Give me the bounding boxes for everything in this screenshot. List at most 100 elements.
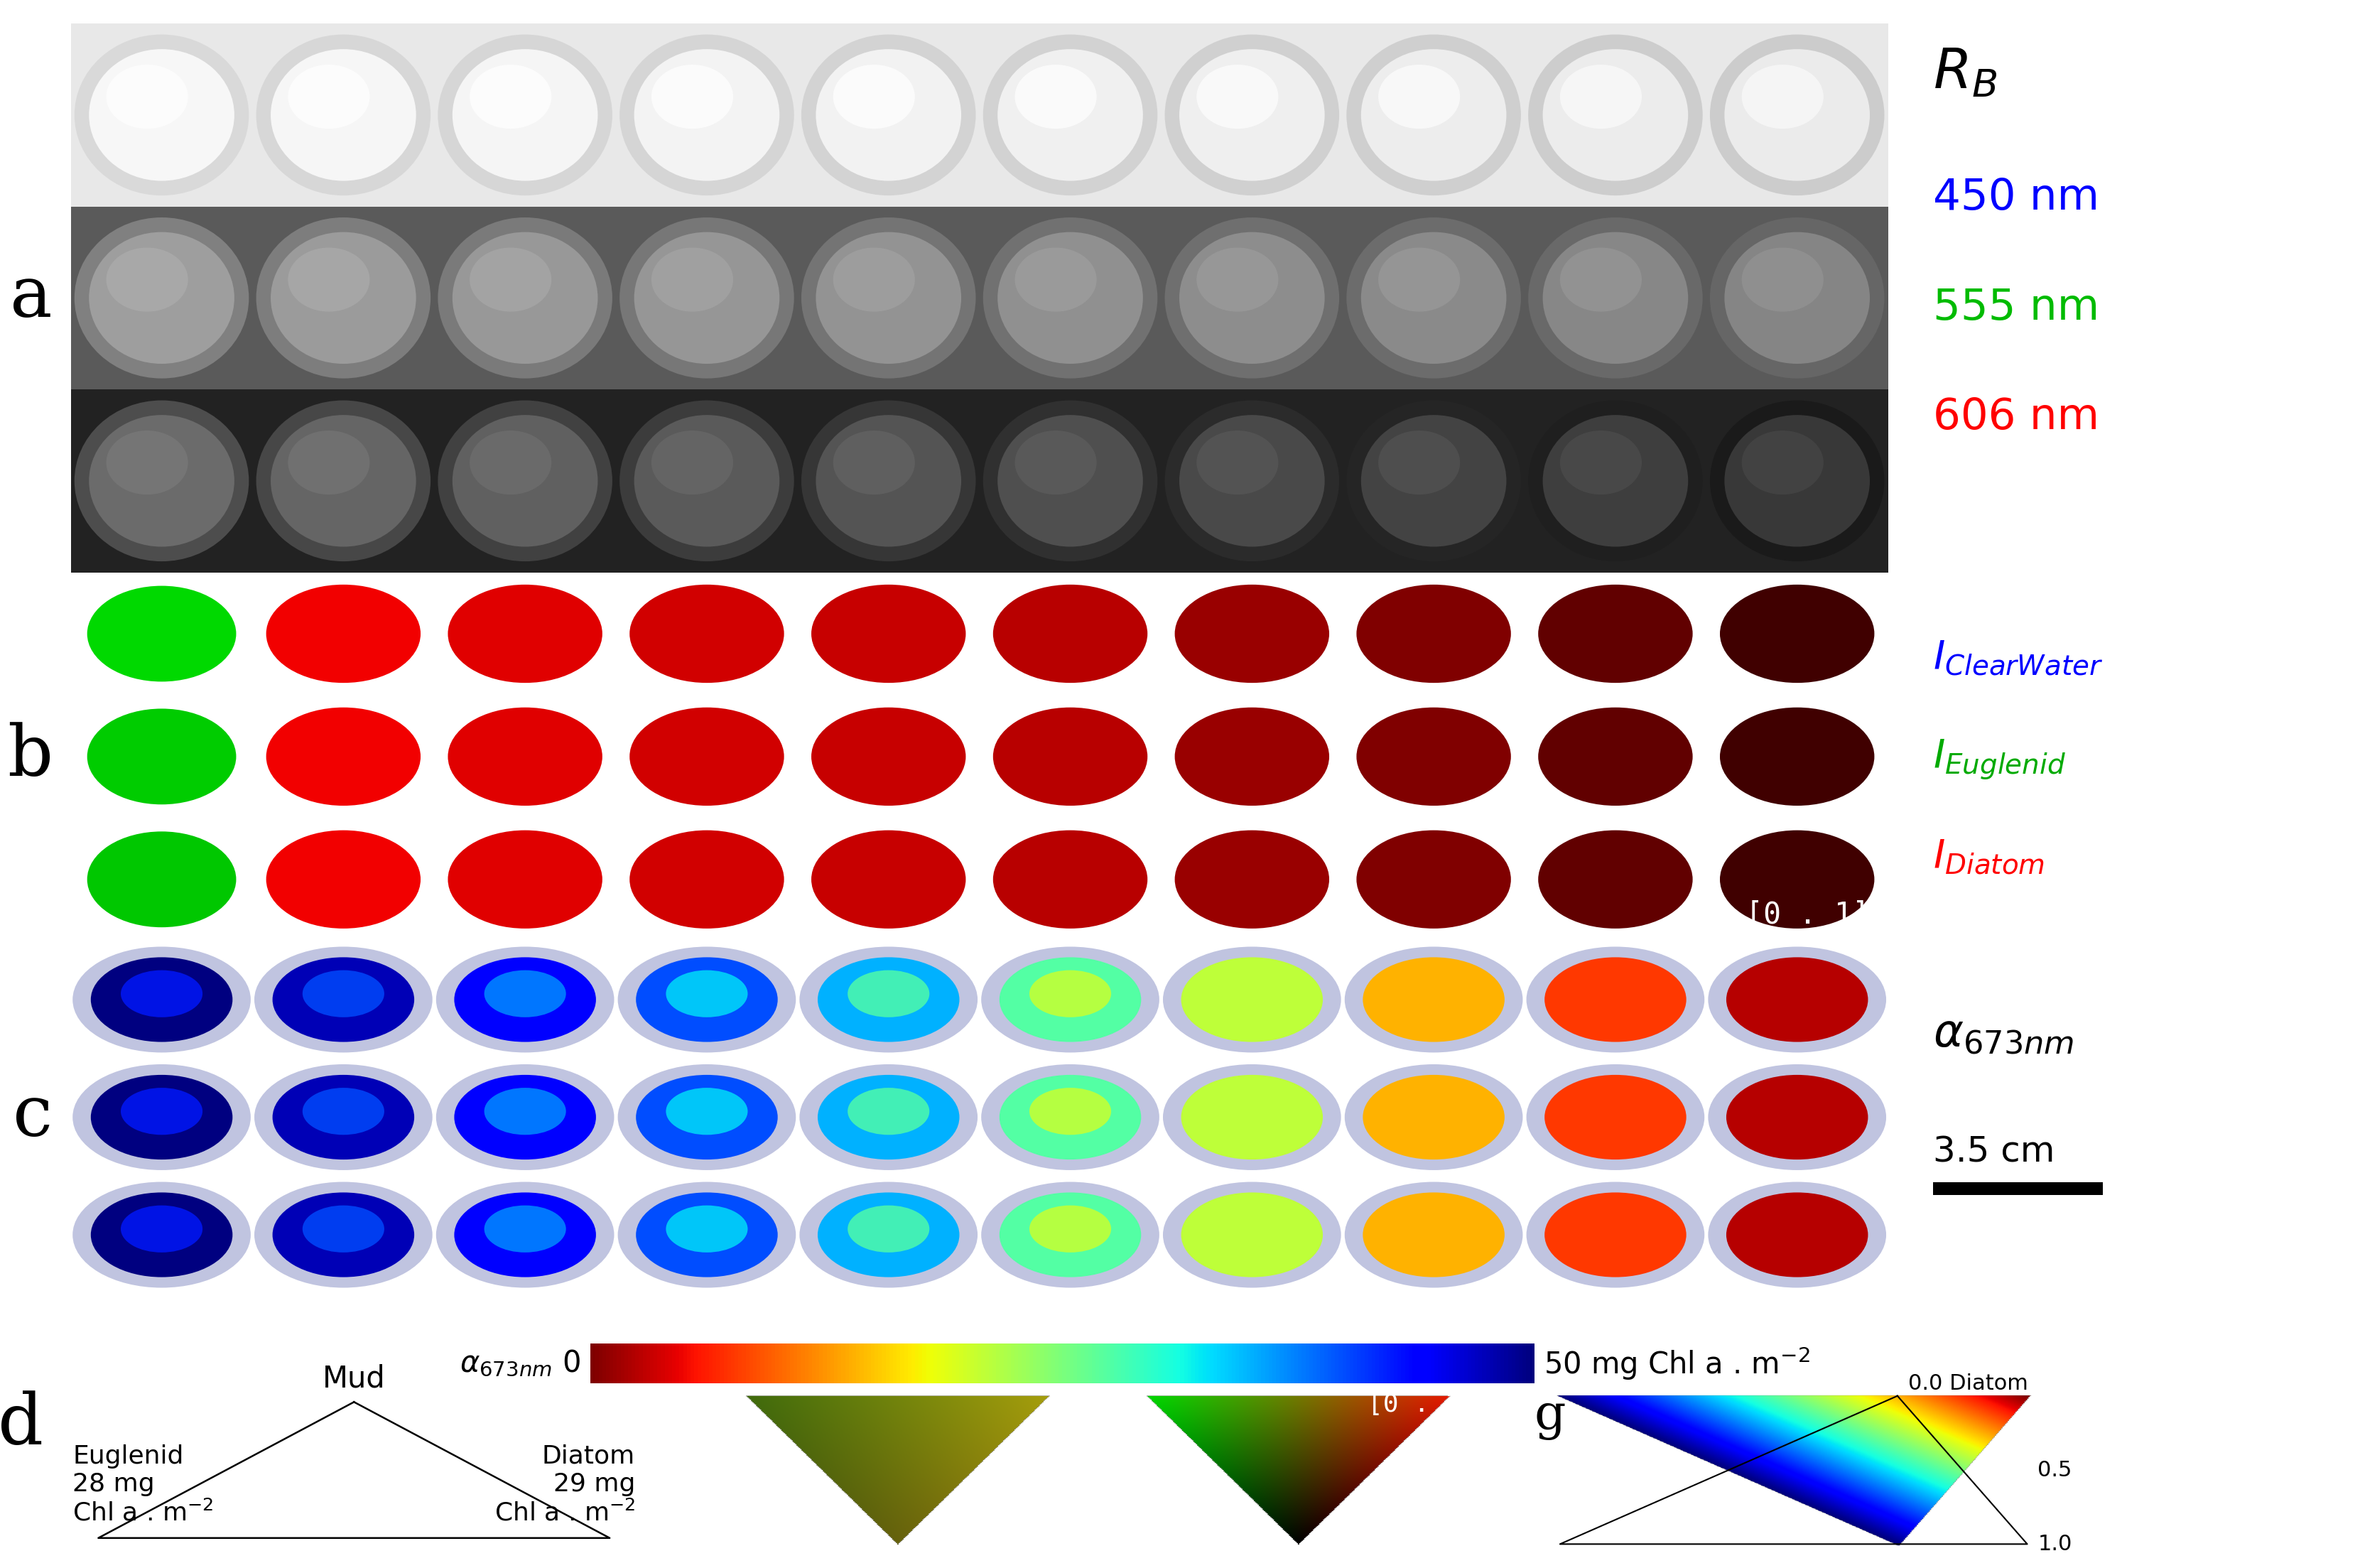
Ellipse shape: [1529, 218, 1702, 378]
Ellipse shape: [90, 416, 234, 547]
Ellipse shape: [255, 1182, 432, 1287]
Ellipse shape: [1742, 431, 1824, 494]
Ellipse shape: [651, 64, 734, 129]
Ellipse shape: [1378, 64, 1461, 129]
Ellipse shape: [271, 416, 415, 547]
Ellipse shape: [621, 400, 793, 561]
Text: c: c: [12, 1083, 52, 1151]
Ellipse shape: [651, 248, 734, 312]
Ellipse shape: [847, 1088, 930, 1135]
Text: $\mathit{I}_{\mathit{Diatom}}$: $\mathit{I}_{\mathit{Diatom}}$: [1933, 837, 2044, 875]
Ellipse shape: [257, 400, 430, 561]
Ellipse shape: [847, 1206, 930, 1253]
Ellipse shape: [817, 1192, 961, 1276]
Ellipse shape: [817, 956, 961, 1041]
Ellipse shape: [1175, 585, 1329, 684]
Ellipse shape: [817, 232, 961, 364]
Ellipse shape: [982, 1182, 1159, 1287]
Ellipse shape: [1015, 64, 1097, 129]
Ellipse shape: [1175, 829, 1329, 928]
Ellipse shape: [1725, 1076, 1869, 1160]
Ellipse shape: [1711, 218, 1883, 378]
Ellipse shape: [651, 431, 734, 494]
Ellipse shape: [1527, 1182, 1704, 1287]
Ellipse shape: [1543, 49, 1687, 180]
Ellipse shape: [271, 1076, 415, 1160]
Ellipse shape: [998, 232, 1142, 364]
Ellipse shape: [271, 1192, 415, 1276]
Ellipse shape: [1711, 400, 1883, 561]
Text: Diatom
29 mg
Chl a . m$^{-2}$: Diatom 29 mg Chl a . m$^{-2}$: [493, 1444, 635, 1526]
Ellipse shape: [106, 248, 189, 312]
Ellipse shape: [618, 1065, 795, 1170]
Ellipse shape: [437, 1182, 614, 1287]
Ellipse shape: [1543, 1076, 1687, 1160]
Ellipse shape: [1725, 956, 1869, 1041]
Ellipse shape: [812, 585, 965, 684]
Ellipse shape: [1742, 248, 1824, 312]
Text: g: g: [1534, 1392, 1565, 1439]
Ellipse shape: [817, 49, 961, 180]
Text: $\mathit{I}_{\mathit{ClearWater}}$: $\mathit{I}_{\mathit{ClearWater}}$: [1933, 638, 2103, 676]
Text: $\mathit{I}_{\mathit{Euglenid}}$: $\mathit{I}_{\mathit{Euglenid}}$: [1933, 739, 2065, 782]
Ellipse shape: [666, 1088, 748, 1135]
Ellipse shape: [1709, 1182, 1886, 1287]
Ellipse shape: [1725, 1192, 1869, 1276]
Ellipse shape: [1163, 947, 1340, 1052]
Ellipse shape: [288, 64, 371, 129]
Ellipse shape: [1180, 416, 1324, 547]
Ellipse shape: [994, 707, 1147, 806]
Ellipse shape: [812, 829, 965, 928]
Ellipse shape: [1543, 232, 1687, 364]
Ellipse shape: [1543, 956, 1687, 1041]
Ellipse shape: [90, 956, 234, 1041]
Ellipse shape: [1345, 1182, 1522, 1287]
Ellipse shape: [1362, 1192, 1506, 1276]
Ellipse shape: [255, 947, 432, 1052]
Ellipse shape: [73, 1065, 250, 1170]
Ellipse shape: [439, 34, 611, 196]
Ellipse shape: [998, 49, 1142, 180]
Ellipse shape: [73, 1182, 250, 1287]
Ellipse shape: [1560, 431, 1643, 494]
Text: [0 . 1]: [0 . 1]: [1746, 900, 1869, 930]
Ellipse shape: [635, 232, 779, 364]
Ellipse shape: [470, 248, 552, 312]
Ellipse shape: [271, 49, 415, 180]
Ellipse shape: [1539, 829, 1692, 928]
Ellipse shape: [1720, 585, 1874, 684]
Ellipse shape: [453, 416, 597, 547]
Text: f: f: [1123, 1392, 1142, 1439]
Ellipse shape: [666, 1206, 748, 1253]
Ellipse shape: [271, 956, 415, 1041]
Ellipse shape: [1720, 707, 1874, 806]
Ellipse shape: [1362, 1076, 1506, 1160]
Ellipse shape: [1529, 34, 1702, 196]
Ellipse shape: [847, 971, 930, 1018]
Ellipse shape: [802, 34, 975, 196]
Ellipse shape: [630, 829, 784, 928]
Ellipse shape: [1527, 947, 1704, 1052]
Ellipse shape: [448, 585, 602, 684]
Text: 1.0: 1.0: [2037, 1534, 2072, 1554]
Ellipse shape: [666, 971, 748, 1018]
Ellipse shape: [453, 1076, 597, 1160]
Ellipse shape: [984, 34, 1156, 196]
Ellipse shape: [1742, 64, 1824, 129]
Ellipse shape: [257, 34, 430, 196]
FancyBboxPatch shape: [1933, 1182, 2103, 1195]
Ellipse shape: [1709, 947, 1886, 1052]
Ellipse shape: [437, 947, 614, 1052]
Ellipse shape: [87, 831, 236, 927]
Ellipse shape: [120, 971, 203, 1018]
Text: Mud: Mud: [323, 1364, 385, 1394]
Ellipse shape: [90, 49, 234, 180]
Ellipse shape: [484, 1206, 566, 1253]
Ellipse shape: [1197, 248, 1279, 312]
Ellipse shape: [453, 49, 597, 180]
FancyBboxPatch shape: [71, 24, 1888, 207]
Ellipse shape: [994, 829, 1147, 928]
Ellipse shape: [1362, 416, 1506, 547]
Ellipse shape: [255, 1065, 432, 1170]
Text: 0.0 Diatom: 0.0 Diatom: [1907, 1374, 2027, 1394]
